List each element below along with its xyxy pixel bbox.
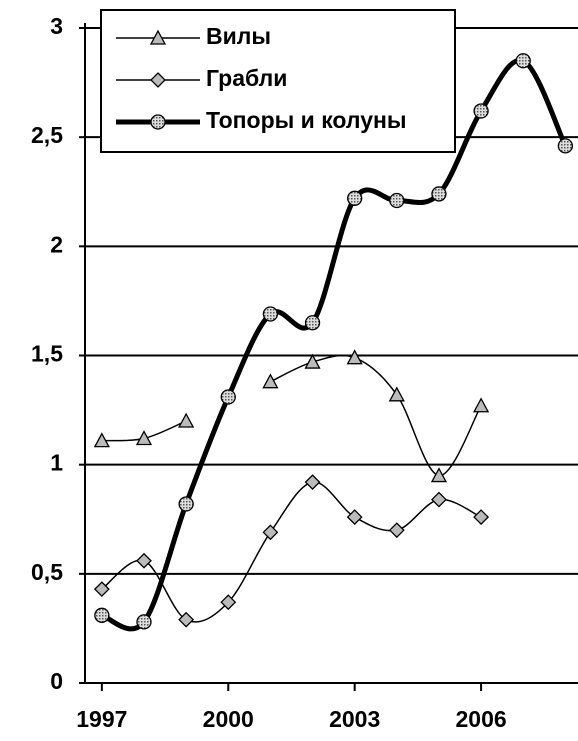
marker bbox=[389, 192, 405, 209]
legend-label: Грабли bbox=[206, 65, 287, 91]
y-tick-label: 0,5 bbox=[31, 559, 63, 585]
marker bbox=[262, 373, 279, 389]
marker bbox=[346, 349, 363, 365]
marker bbox=[178, 611, 195, 628]
marker bbox=[93, 581, 110, 598]
marker bbox=[388, 522, 405, 539]
marker bbox=[149, 29, 167, 45]
marker bbox=[220, 389, 236, 405]
marker bbox=[431, 186, 447, 202]
marker bbox=[94, 607, 110, 623]
marker bbox=[431, 491, 447, 508]
series-line bbox=[101, 481, 482, 623]
marker bbox=[262, 524, 279, 541]
marker bbox=[304, 315, 321, 331]
marker bbox=[150, 72, 166, 88]
y-tick-label: 0 bbox=[50, 668, 63, 694]
marker bbox=[304, 474, 321, 491]
marker bbox=[178, 496, 194, 512]
marker bbox=[178, 412, 195, 428]
y-tick-label: 2,5 bbox=[31, 122, 63, 148]
marker bbox=[262, 306, 279, 322]
marker bbox=[136, 614, 152, 630]
y-tick-label: 3 bbox=[50, 13, 63, 39]
marker bbox=[472, 397, 490, 413]
y-tick-label: 2 bbox=[50, 231, 63, 257]
marker bbox=[515, 53, 531, 69]
marker bbox=[93, 432, 110, 448]
legend: Вилы Грабли Топоры и колуны bbox=[100, 9, 456, 153]
marker bbox=[430, 467, 448, 483]
y-tick-label: 1 bbox=[50, 450, 63, 476]
x-tick-label: 2000 bbox=[203, 706, 254, 732]
marker bbox=[473, 509, 490, 525]
legend-label: Топоры и колуны bbox=[206, 107, 407, 133]
marker bbox=[136, 552, 152, 569]
marker bbox=[304, 353, 321, 369]
marker bbox=[346, 509, 363, 525]
marker bbox=[150, 114, 166, 130]
marker bbox=[135, 430, 153, 446]
marker bbox=[347, 190, 363, 206]
y-tick-label: 1,5 bbox=[31, 341, 63, 367]
x-tick-label: 2006 bbox=[455, 706, 506, 732]
marker bbox=[388, 386, 405, 402]
x-tick-label: 2003 bbox=[329, 706, 380, 732]
marker bbox=[473, 103, 489, 119]
series-line bbox=[270, 354, 482, 477]
x-tick-label: 1997 bbox=[76, 706, 127, 732]
marker bbox=[557, 138, 574, 154]
legend-label: Вилы bbox=[206, 23, 271, 49]
marker bbox=[220, 594, 237, 611]
